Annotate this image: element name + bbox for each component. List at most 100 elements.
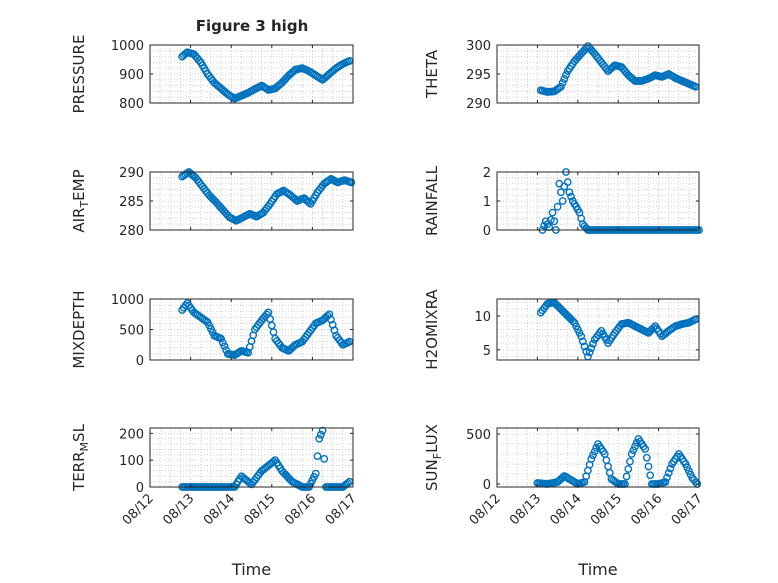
y-tick-label: 300 xyxy=(466,39,491,54)
data-point xyxy=(589,451,597,460)
y-tick-label: 295 xyxy=(466,68,491,83)
y-axis-label: TERRMSL xyxy=(70,423,91,492)
y-tick-label: 5 xyxy=(483,344,491,359)
data-point xyxy=(578,337,587,346)
data-point xyxy=(565,188,574,197)
y-axis-label: PRESSURE xyxy=(70,35,88,114)
figure-title: Figure 3 high xyxy=(196,17,309,35)
data-point xyxy=(587,455,596,463)
data-point xyxy=(318,426,327,435)
axes-box xyxy=(496,298,700,361)
data-point xyxy=(627,450,636,458)
y-tick-label: 900 xyxy=(119,68,144,83)
y-axis-label: H2OMIXRA xyxy=(423,289,441,370)
data-point xyxy=(220,342,229,351)
data-point xyxy=(622,472,631,481)
data-point xyxy=(344,479,352,487)
y-tick-label: 0 xyxy=(136,354,144,369)
series-markers xyxy=(178,426,354,491)
data-point xyxy=(567,192,575,201)
axes-box xyxy=(149,427,354,488)
data-point xyxy=(577,332,586,341)
panel-h2omixra: 5 10 H2OMIXRA xyxy=(423,289,700,370)
data-point xyxy=(548,208,557,217)
data-point xyxy=(316,430,325,439)
data-point xyxy=(642,453,651,462)
data-point xyxy=(550,217,559,226)
data-point xyxy=(217,334,225,343)
plot-area xyxy=(497,428,699,487)
data-point xyxy=(562,71,570,79)
data-point xyxy=(663,473,671,482)
panel-terr-msl: 0 100 200 08/12 08/13 08/14 08/15 08/16 08/17 TER… xyxy=(70,423,360,579)
data-point xyxy=(585,348,594,357)
y-tick-label: 800 xyxy=(119,97,144,112)
panel-air-temp: 280 285 290 AIRTEMP xyxy=(70,166,356,239)
data-point xyxy=(590,447,599,456)
data-point xyxy=(558,78,567,87)
y-tick-label: 280 xyxy=(119,224,144,239)
data-point xyxy=(589,340,597,348)
panel-mixdepth: 0 500 1000 MIXDEPTH xyxy=(70,290,354,369)
x-tick-label: 08/16 xyxy=(628,491,665,528)
y-tick-label: 200 xyxy=(119,427,144,442)
y-axis-label: MIXDEPTH xyxy=(70,290,88,368)
y-tick-label: 0 xyxy=(483,224,491,239)
x-tick-label: 08/12 xyxy=(120,491,157,528)
data-point xyxy=(664,469,673,477)
x-axis-label: Time xyxy=(577,560,617,579)
data-point xyxy=(629,446,638,455)
data-point xyxy=(558,197,567,205)
data-point xyxy=(644,462,653,471)
data-point xyxy=(661,478,670,486)
x-tick-label: 08/15 xyxy=(242,491,279,528)
axes-box xyxy=(496,427,700,488)
data-point xyxy=(557,188,565,197)
y-axis-label: THETA xyxy=(423,49,441,99)
y-axis-label: SUNFLUX xyxy=(423,424,444,491)
x-tick-label: 08/14 xyxy=(201,491,238,528)
data-point xyxy=(218,338,227,347)
data-point xyxy=(553,202,562,211)
y-tick-label: 285 xyxy=(119,195,144,210)
data-point xyxy=(313,452,322,461)
y-tick-label: 290 xyxy=(119,166,144,181)
x-axis-label: Time xyxy=(231,560,271,579)
y-tick-label: 0 xyxy=(136,481,144,496)
y-tick-label: 0 xyxy=(483,478,491,493)
data-point xyxy=(624,465,633,473)
series-markers xyxy=(536,298,700,361)
y-tick-label: 1000 xyxy=(111,39,144,54)
y-tick-label: 10 xyxy=(474,310,491,325)
x-tick-label: 08/17 xyxy=(669,491,706,528)
series-markers xyxy=(178,48,354,103)
data-point xyxy=(560,75,569,83)
series-markers xyxy=(536,42,700,96)
x-tick-label: 08/16 xyxy=(282,491,319,528)
y-tick-label: 2 xyxy=(483,166,491,181)
panel-pressure: 800 900 1000 PRESSURE xyxy=(70,35,354,114)
y-tick-label: 290 xyxy=(466,97,491,112)
y-tick-label: 500 xyxy=(466,428,491,443)
y-tick-label: 1 xyxy=(483,195,491,210)
data-point xyxy=(315,434,324,443)
data-point xyxy=(563,178,572,187)
y-axis-label: AIRTEMP xyxy=(70,169,91,232)
data-point xyxy=(641,445,650,453)
data-point xyxy=(320,454,329,463)
panel-theta: 290 295 300 THETA xyxy=(423,39,700,112)
x-tick-label: 08/15 xyxy=(588,491,625,528)
data-point xyxy=(587,344,596,353)
x-tick-label: 08/13 xyxy=(160,491,197,528)
y-tick-label: 500 xyxy=(119,324,144,339)
data-point xyxy=(347,178,356,187)
x-tick-label: 08/14 xyxy=(548,491,585,528)
x-tick-label: 08/13 xyxy=(507,491,544,528)
y-axis-label: RAINFALL xyxy=(423,165,441,236)
data-point xyxy=(311,469,320,478)
x-tick-label: 08/17 xyxy=(323,491,360,528)
series-markers xyxy=(178,168,356,225)
data-point xyxy=(666,464,675,473)
data-point xyxy=(646,471,655,480)
